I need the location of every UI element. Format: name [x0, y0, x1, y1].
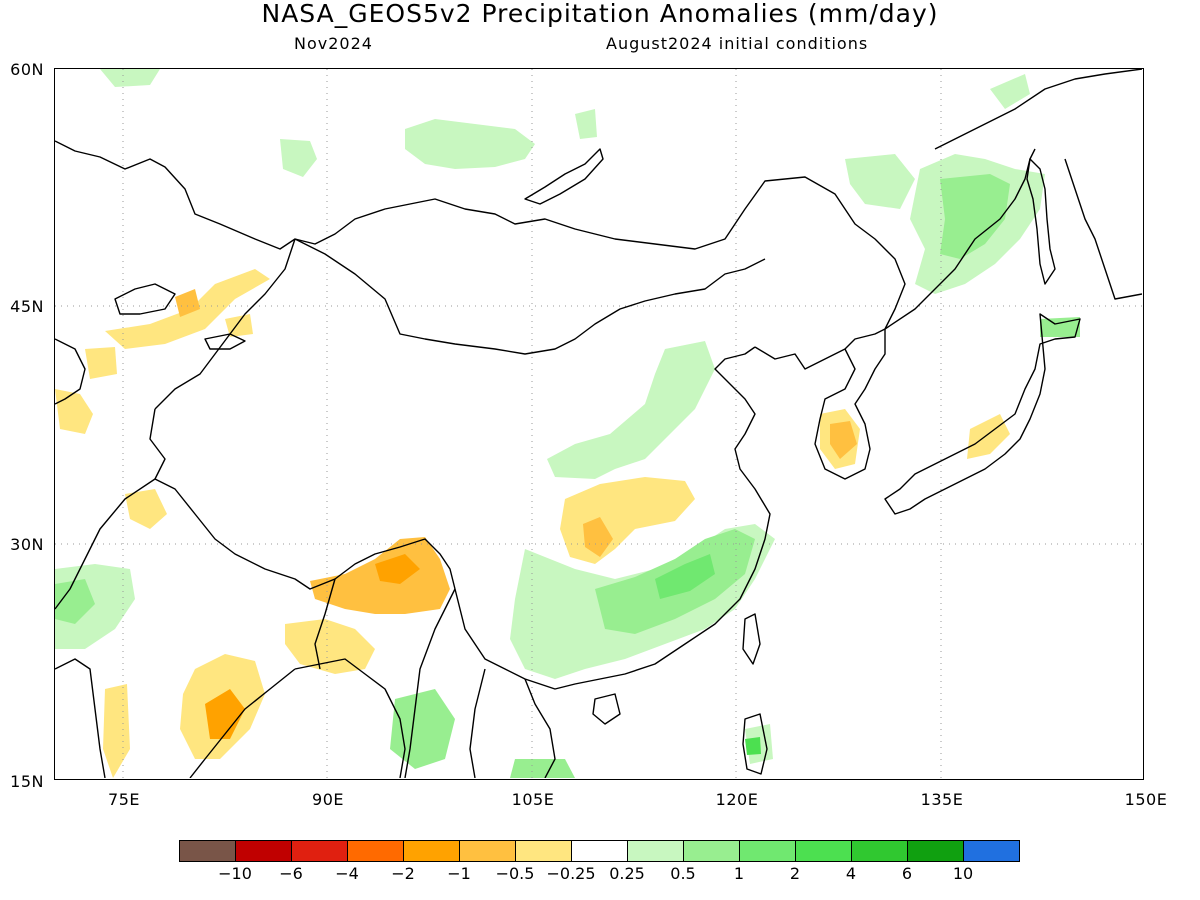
colorbar-swatch: [515, 840, 572, 862]
anomaly-dry-india-west: [103, 684, 130, 778]
colorbar-label: 4: [845, 864, 857, 883]
lon-label-120e: 120E: [715, 790, 759, 809]
colorbar-label: −10: [218, 864, 252, 883]
anomaly-wet-india-nw-core: [55, 579, 95, 624]
colorbar-swatch: [347, 840, 404, 862]
anomaly-wet-fareast-core: [940, 174, 1010, 259]
anomaly-wet-hokkaido: [1040, 317, 1080, 337]
anomaly-layer: [55, 69, 1080, 778]
anomaly-dry-westasia-2: [85, 347, 117, 379]
anomaly-wet-indochina: [390, 689, 455, 769]
gridlines: [55, 69, 1142, 778]
colorbar-swatch: [683, 840, 740, 862]
colorbar-swatch: [235, 840, 292, 862]
colorbar-swatch: [795, 840, 852, 862]
colorbar-label: −2: [391, 864, 415, 883]
lon-label-90e: 90E: [312, 790, 344, 809]
anomaly-wet-siberia-2: [280, 139, 317, 177]
initial-conditions-label: August2024 initial conditions: [606, 34, 869, 53]
colorbar-label: −0.25: [546, 864, 596, 883]
anomaly-dry-westasia: [55, 389, 93, 434]
anomaly-wet-luzon: [745, 737, 761, 755]
map-frame: [54, 68, 1144, 780]
lat-label-30n: 30N: [10, 535, 44, 554]
lon-label-75e: 75E: [108, 790, 140, 809]
colorbar-label: −0.5: [495, 864, 535, 883]
colorbar-swatch: [739, 840, 796, 862]
anomaly-dry-sichuan-core: [583, 517, 613, 557]
map-title: NASA_GEOS5v2 Precipitation Anomalies (mm…: [261, 0, 939, 28]
anomaly-wet-sakhalin-n: [990, 74, 1030, 109]
anomaly-wet-indochina-s: [510, 759, 575, 778]
colorbar-label: 6: [901, 864, 913, 883]
colorbar-swatch: [291, 840, 348, 862]
anomaly-dry-himalaya-core: [375, 554, 420, 584]
lat-label-60n: 60N: [10, 60, 44, 79]
coastlines: [55, 69, 1142, 778]
colorbar-label: 1: [733, 864, 745, 883]
anomaly-dry-kazakh-1: [105, 269, 270, 349]
anomaly-wet-shanxi: [547, 341, 715, 479]
colorbar-label: −4: [335, 864, 359, 883]
colorbar-swatch: [907, 840, 964, 862]
colorbar-swatch: [571, 840, 628, 862]
lat-label-15n: 15N: [10, 772, 44, 791]
colorbar-swatch: [179, 840, 236, 862]
anomaly-dry-pakistan: [125, 489, 167, 529]
lon-label-150e: 150E: [1124, 790, 1168, 809]
precipitation-map: [55, 69, 1142, 778]
colorbar-label: −1: [447, 864, 471, 883]
colorbar-swatch: [459, 840, 516, 862]
colorbar-label: 10: [952, 864, 974, 883]
anomaly-dry-kazakh-2: [175, 289, 200, 317]
colorbar-swatch: [403, 840, 460, 862]
colorbar-swatch: [963, 840, 1020, 862]
lon-label-105e: 105E: [511, 790, 555, 809]
anomaly-wet-north-edge: [100, 69, 160, 87]
colorbar-label: 2: [789, 864, 801, 883]
colorbar-swatch: [851, 840, 908, 862]
anomaly-wet-east-china-core: [655, 554, 715, 599]
anomaly-wet-siberia-3: [575, 109, 597, 139]
anomaly-dry-india-core: [205, 689, 245, 739]
anomaly-dry-japan: [967, 414, 1010, 459]
anomaly-dry-korea-core: [830, 421, 857, 459]
colorbar-label: −6: [279, 864, 303, 883]
colorbar-label: 0.25: [609, 864, 645, 883]
lat-label-45n: 45N: [10, 297, 44, 316]
anomaly-wet-siberia-1: [405, 119, 535, 169]
colorbar-swatch: [627, 840, 684, 862]
anomaly-dry-sichuan: [560, 477, 695, 564]
anomaly-dry-bengal: [285, 619, 375, 674]
anomaly-wet-okhotsk: [845, 154, 915, 209]
forecast-month: Nov2024: [294, 34, 373, 53]
lon-label-135e: 135E: [920, 790, 964, 809]
colorbar-label: 0.5: [670, 864, 696, 883]
